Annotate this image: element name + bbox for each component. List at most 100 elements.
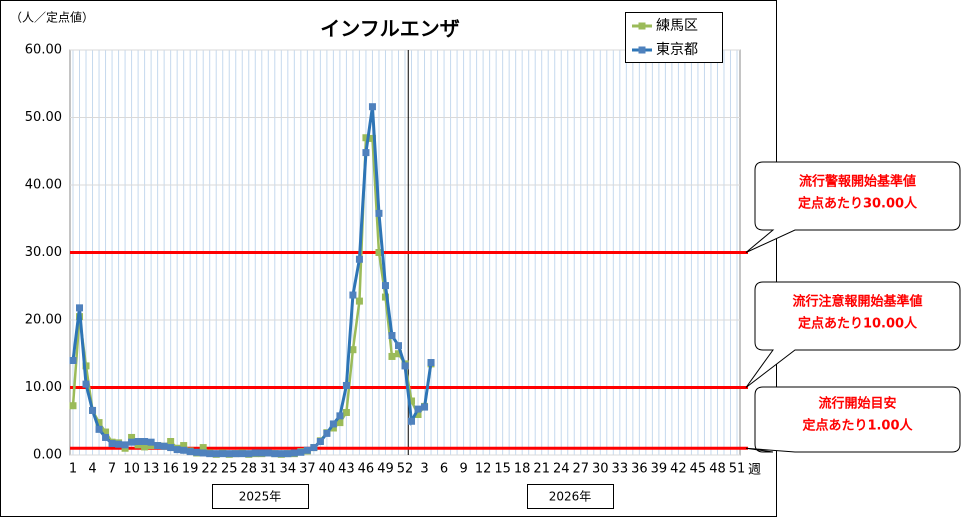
- point: [95, 419, 103, 427]
- annotation: 定点あたり30.00人: [797, 196, 918, 212]
- point: [421, 403, 429, 411]
- point: [212, 450, 220, 458]
- point: [76, 304, 84, 312]
- point: [375, 209, 383, 217]
- point: [368, 134, 376, 142]
- x-tick-label: 46: [358, 462, 375, 477]
- y-tick-label: 30.00: [25, 245, 62, 260]
- point: [394, 342, 402, 350]
- point: [102, 433, 110, 441]
- x-tick-label: 51: [729, 462, 746, 477]
- year-box: [527, 484, 614, 509]
- x-tick-label: 40: [319, 462, 336, 477]
- point: [238, 450, 246, 458]
- x-tick-label: 9: [459, 462, 467, 477]
- point: [82, 362, 90, 370]
- point: [167, 444, 175, 452]
- x-tick-label: 24: [553, 462, 570, 477]
- x-tick-label: 45: [690, 462, 707, 477]
- y-tick-label: 40.00: [25, 178, 62, 193]
- point: [154, 442, 162, 450]
- x-tick-label: 1: [69, 462, 77, 477]
- y-axis-label: （人／定点値）: [10, 10, 94, 25]
- x-tick-label: 10: [123, 462, 140, 477]
- x-tick-label: 21: [533, 462, 550, 477]
- point: [277, 450, 285, 458]
- point: [225, 450, 233, 458]
- x-tick-label: 52: [397, 462, 414, 477]
- point: [193, 448, 201, 456]
- x-tick-label: 12: [475, 462, 492, 477]
- point: [128, 433, 136, 441]
- point: [219, 450, 227, 458]
- point: [323, 429, 331, 437]
- legend-box: [625, 12, 723, 63]
- point: [258, 449, 266, 457]
- annotation: 流行開始目安: [818, 396, 896, 412]
- chart-title: インフルエンザ: [320, 17, 459, 41]
- year-label: 2025年: [239, 490, 282, 504]
- point: [141, 438, 149, 445]
- point: [336, 419, 344, 427]
- point: [245, 450, 253, 458]
- x-tick-label: 6: [440, 462, 448, 477]
- point: [329, 420, 337, 428]
- point: [147, 438, 155, 446]
- x-tick-label: 28: [240, 462, 257, 477]
- point: [388, 352, 396, 360]
- point: [355, 255, 363, 263]
- y-tick-label: 60.00: [25, 43, 62, 58]
- callout: [745, 161, 961, 253]
- x-tick-label: 39: [651, 462, 668, 477]
- legend-marker: [638, 46, 646, 54]
- point: [173, 446, 181, 454]
- point: [316, 438, 324, 445]
- y-tick-label: 10.00: [25, 380, 62, 395]
- x-tick-label: 4: [88, 462, 96, 477]
- point: [180, 446, 188, 454]
- point: [349, 291, 357, 299]
- point: [134, 438, 142, 445]
- x-tick-label: 37: [299, 462, 316, 477]
- point: [368, 103, 376, 111]
- point: [355, 297, 363, 305]
- point: [362, 149, 370, 157]
- callout: [745, 386, 961, 453]
- point: [251, 449, 259, 457]
- annotation: 流行警報開始基準値: [799, 174, 916, 190]
- x-tick-label: 43: [338, 462, 355, 477]
- x-tick-label: 22: [201, 462, 218, 477]
- x-tick-label: 18: [514, 462, 531, 477]
- point: [199, 444, 207, 452]
- point: [284, 450, 292, 458]
- point: [115, 440, 123, 448]
- x-tick-label: 25: [221, 462, 238, 477]
- x-tick-label: 49: [377, 462, 394, 477]
- point: [349, 346, 357, 354]
- point: [414, 411, 422, 418]
- point: [336, 412, 344, 420]
- point: [180, 442, 188, 450]
- point: [69, 402, 77, 410]
- point: [401, 362, 409, 370]
- x-axis-label: 週: [748, 463, 761, 478]
- x-tick-label: 30: [592, 462, 609, 477]
- point: [408, 417, 416, 425]
- point: [290, 449, 298, 457]
- point: [232, 450, 240, 458]
- point: [375, 249, 383, 256]
- y-tick-label: 20.00: [25, 313, 62, 328]
- point: [128, 438, 136, 446]
- point: [121, 441, 129, 449]
- point: [264, 449, 272, 457]
- legend-label: 東京都: [656, 42, 698, 58]
- point: [167, 438, 175, 445]
- point: [408, 397, 416, 405]
- point: [271, 450, 279, 458]
- x-tick-label: 48: [709, 462, 726, 477]
- x-tick-label: 33: [612, 462, 629, 477]
- legend-marker: [638, 22, 646, 30]
- annotation: 定点あたり1.00人: [801, 418, 913, 434]
- x-tick-label: 16: [162, 462, 179, 477]
